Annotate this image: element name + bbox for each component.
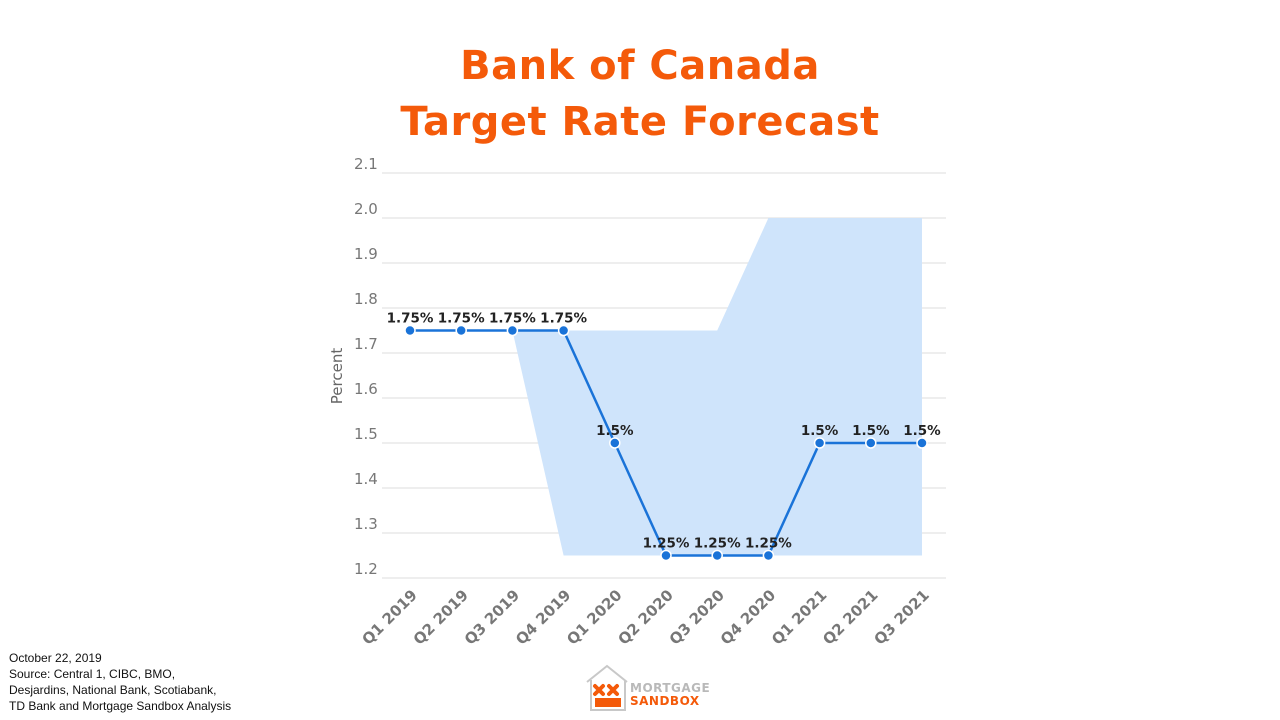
y-tick-label: 1.7 [354, 335, 378, 353]
data-label: 1.25% [643, 536, 690, 552]
logo-figure-left [593, 684, 605, 696]
x-tick-label: Q3 2020 [666, 586, 728, 648]
x-tick-label: Q4 2019 [512, 586, 574, 648]
mortgage-sandbox-logo [586, 664, 628, 711]
data-label: 1.75% [438, 311, 485, 327]
data-label: 1.75% [387, 311, 434, 327]
x-tick-label: Q2 2019 [410, 586, 472, 648]
logo-house-roof [586, 664, 628, 683]
y-tick-label: 1.6 [354, 380, 378, 398]
data-label: 1.75% [489, 311, 536, 327]
x-tick-label: Q1 2019 [358, 586, 420, 648]
data-point [660, 549, 672, 562]
data-label: 1.25% [694, 536, 741, 552]
footnote-date: October 22, 2019 [9, 651, 102, 665]
y-tick-label: 1.3 [354, 515, 378, 533]
data-point [557, 324, 570, 337]
forecast-range-band [512, 218, 922, 556]
y-tick-label: 1.2 [354, 560, 378, 578]
y-tick-label: 1.8 [354, 290, 378, 308]
data-point [404, 324, 416, 337]
data-point [916, 437, 928, 449]
logo-text-sandbox: SANDBOX [630, 694, 700, 708]
data-label: 1.25% [745, 536, 792, 552]
data-point [455, 324, 467, 337]
data-point [506, 324, 519, 337]
logo-figure-right [607, 684, 619, 696]
chart-title: Bank of Canada Target Rate Forecast [0, 38, 1280, 150]
y-tick-label: 1.5 [354, 425, 378, 443]
y-tick-label: 2.1 [354, 155, 378, 173]
data-point [762, 549, 775, 562]
data-label: 1.5% [801, 423, 839, 439]
x-tick-label: Q1 2020 [563, 586, 625, 648]
footnote-source-line-3: TD Bank and Mortgage Sandbox Analysis [9, 699, 232, 713]
y-tick-label: 1.4 [354, 470, 378, 488]
x-tick-label: Q4 2020 [717, 586, 779, 648]
source-footnote: October 22, 2019 Source: Central 1, CIBC… [9, 650, 231, 714]
data-label: 1.5% [903, 423, 941, 439]
data-point [711, 549, 723, 562]
x-tick-label: Q3 2021 [870, 586, 932, 648]
data-label: 1.5% [596, 423, 634, 439]
footnote-source-line-2: Desjardins, National Bank, Scotiabank, [9, 683, 217, 697]
y-tick-label: 1.9 [354, 245, 378, 263]
x-tick-label: Q2 2020 [614, 586, 676, 648]
chart-title-line-2: Target Rate Forecast [400, 99, 880, 145]
y-axis-label: Percent [328, 348, 346, 405]
data-label: 1.75% [540, 311, 587, 327]
x-tick-label: Q3 2019 [461, 586, 523, 648]
logo-text-mortgage: MORTGAGE [630, 681, 711, 695]
logo-house-walls [590, 680, 626, 711]
data-point [865, 437, 877, 449]
x-tick-label: Q1 2021 [768, 586, 830, 648]
logo-sandbox-base [595, 698, 621, 707]
y-tick-label: 2.0 [354, 200, 378, 218]
footnote-source-line-1: Source: Central 1, CIBC, BMO, [9, 667, 176, 681]
data-point [813, 437, 826, 449]
data-point [609, 437, 621, 449]
x-tick-label: Q2 2021 [819, 586, 881, 648]
data-label: 1.5% [852, 423, 890, 439]
chart-title-line-1: Bank of Canada [460, 43, 820, 89]
